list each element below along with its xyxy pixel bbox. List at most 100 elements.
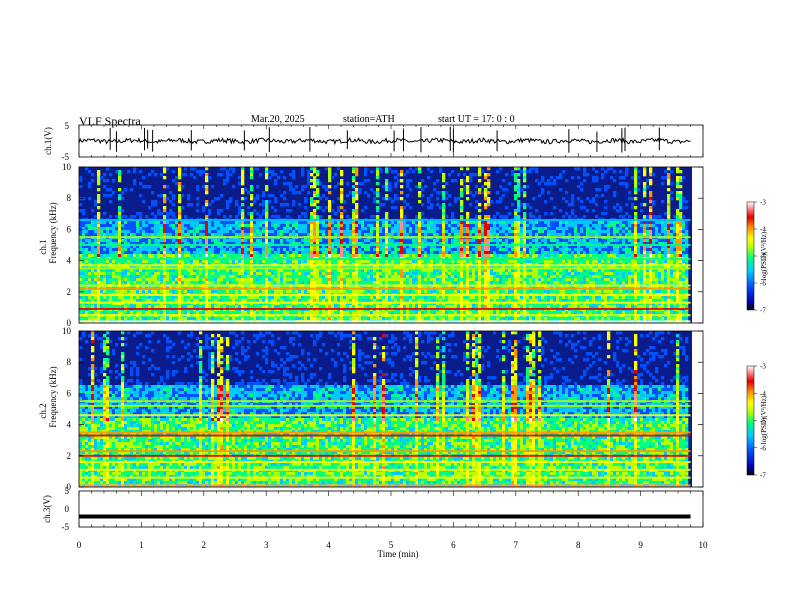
- spec-cell: [265, 212, 269, 216]
- spec-cell: [307, 179, 311, 183]
- spec-cell: [205, 167, 209, 171]
- spec-cell: [109, 275, 113, 279]
- spec-cell: [379, 203, 383, 207]
- spec-cell: [253, 227, 257, 231]
- spec-cell: [682, 254, 686, 258]
- spec-cell: [118, 206, 122, 210]
- spec-cell: [184, 221, 188, 225]
- spec-cell: [91, 248, 95, 252]
- spec-cell: [532, 197, 536, 201]
- spec-cell: [601, 224, 605, 228]
- spec-cell: [151, 245, 155, 249]
- spec-cell: [163, 215, 167, 219]
- spec-cell: [280, 260, 284, 264]
- spec-cell: [421, 221, 425, 225]
- spec-cell: [475, 173, 479, 177]
- spec-cell: [667, 197, 671, 201]
- spec-cell: [631, 221, 635, 225]
- ch1-spectrogram-image: [79, 167, 691, 324]
- spec-cell: [91, 224, 95, 228]
- spec-cell: [466, 224, 470, 228]
- spec-cell: [430, 194, 434, 198]
- spec-cell: [502, 179, 506, 183]
- spec-cell: [283, 182, 287, 186]
- spec-cell: [316, 188, 320, 192]
- spec-cell: [532, 230, 536, 234]
- spec-cell: [685, 206, 689, 210]
- spec-cell: [667, 215, 671, 219]
- spec-cell: [79, 221, 83, 225]
- spec-cell: [358, 239, 362, 243]
- spec-cell: [649, 233, 653, 237]
- spec-cell: [457, 269, 461, 273]
- spec-cell: [286, 227, 290, 231]
- spec-cell: [550, 242, 554, 246]
- spec-cell: [649, 179, 653, 183]
- spec-cell: [295, 245, 299, 249]
- spec-cell: [658, 254, 662, 258]
- spec-cell: [502, 239, 506, 243]
- spec-cell: [358, 221, 362, 225]
- spec-cell: [229, 215, 233, 219]
- spec-cell: [397, 239, 401, 243]
- spec-cell: [358, 269, 362, 273]
- spec-cell: [550, 227, 554, 231]
- spec-cell: [373, 215, 377, 219]
- spec-cell: [286, 182, 290, 186]
- spec-cell: [148, 245, 152, 249]
- spec-cell: [535, 248, 539, 252]
- spec-cell: [385, 170, 389, 174]
- spec-cell: [328, 179, 332, 183]
- spec-cell: [187, 242, 191, 246]
- spec-cell: [265, 224, 269, 228]
- spec-cell: [550, 254, 554, 258]
- spec-cell: [595, 227, 599, 231]
- spec-cell: [115, 254, 119, 258]
- spec-cell: [385, 275, 389, 279]
- spec-cell: [142, 242, 146, 246]
- spec-cell: [601, 176, 605, 180]
- spec-cell: [166, 221, 170, 225]
- spec-cell: [670, 242, 674, 246]
- spec-cell: [682, 260, 686, 264]
- spec-cell: [538, 245, 542, 249]
- spec-cell: [178, 260, 182, 264]
- spec-cell: [604, 269, 608, 273]
- spec-cell: [187, 233, 191, 237]
- spec-cell: [190, 272, 194, 276]
- spec-cell: [238, 269, 242, 273]
- spec-cell: [241, 182, 245, 186]
- start-time-label: start UT = 17: 0 : 0: [438, 114, 515, 125]
- spec-cell: [367, 272, 371, 276]
- spec-cell: [424, 242, 428, 246]
- spec-cell: [82, 269, 86, 273]
- spec-cell: [427, 269, 431, 273]
- spec-cell: [673, 248, 677, 252]
- spec-cell: [100, 176, 104, 180]
- spec-cell: [127, 242, 131, 246]
- spec-cell: [406, 224, 410, 228]
- spec-cell: [571, 212, 575, 216]
- spec-cell: [163, 275, 167, 279]
- spec-cell: [550, 233, 554, 237]
- spec-cell: [310, 233, 314, 237]
- spec-cell: [478, 251, 482, 255]
- spec-cell: [460, 251, 464, 255]
- spec-cell: [442, 209, 446, 213]
- spec-cell: [541, 269, 545, 273]
- spec-cell: [265, 269, 269, 273]
- spec-cell: [145, 245, 149, 249]
- spec-cell: [364, 251, 368, 255]
- spec-cell: [541, 242, 545, 246]
- spec-cell: [592, 254, 596, 258]
- spec-cell: [205, 227, 209, 231]
- spec-cell: [685, 251, 689, 255]
- spec-cell: [79, 272, 83, 276]
- spec-cell: [466, 260, 470, 264]
- spec-cell: [535, 254, 539, 258]
- spec-cell: [241, 245, 245, 249]
- spec-cell: [148, 251, 152, 255]
- spec-cell: [187, 260, 191, 264]
- spec-cell: [676, 167, 680, 171]
- spec-cell: [367, 275, 371, 279]
